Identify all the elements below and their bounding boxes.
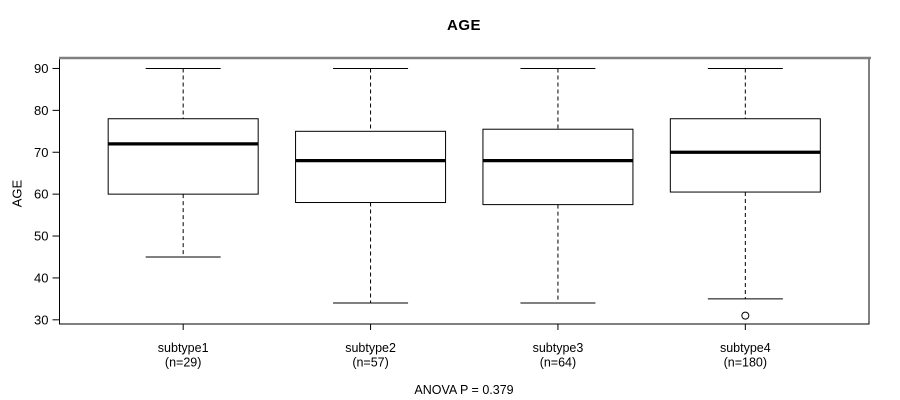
y-tick-label: 50	[34, 229, 48, 244]
category-n-label: (n=180)	[724, 356, 767, 370]
iqr-box	[107, 118, 259, 195]
category-n-label: (n=64)	[540, 356, 576, 370]
y-tick-label: 90	[34, 61, 48, 76]
outlier-point	[741, 311, 750, 320]
y-tick-label: 60	[34, 187, 48, 202]
category-n-label: (n=57)	[352, 356, 388, 370]
y-tick-label: 30	[34, 312, 48, 327]
chart-title: AGE	[446, 17, 481, 34]
y-tick-label: 70	[34, 145, 48, 160]
y-tick-label: 80	[34, 103, 48, 118]
iqr-box	[295, 130, 447, 204]
category-label: subtype2	[345, 341, 396, 355]
anova-p-value: ANOVA P = 0.379	[414, 383, 514, 397]
category-n-label: (n=29)	[165, 356, 201, 370]
y-tick-label: 40	[34, 270, 48, 285]
category-label: subtype3	[533, 341, 584, 355]
iqr-box	[482, 128, 634, 206]
category-label: subtype1	[158, 341, 209, 355]
iqr-box	[669, 118, 821, 193]
category-label: subtype4	[720, 341, 771, 355]
